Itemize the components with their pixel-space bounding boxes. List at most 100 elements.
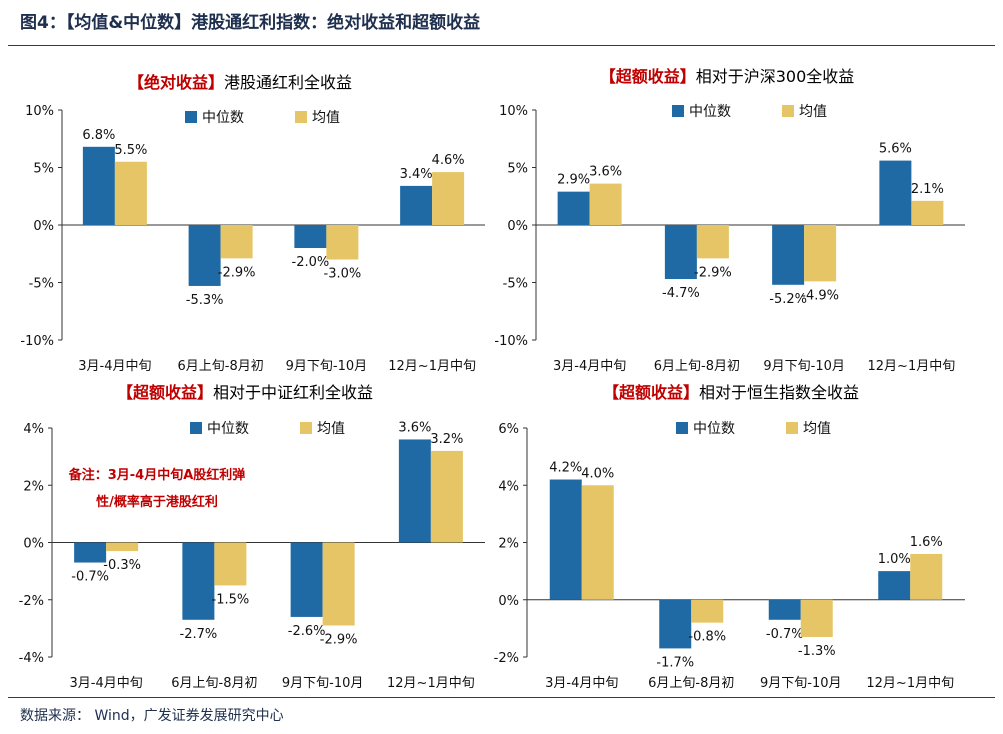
bar bbox=[589, 183, 622, 225]
bar bbox=[659, 599, 692, 649]
legend-swatch bbox=[672, 105, 684, 117]
data-label: 2.1% bbox=[911, 182, 944, 197]
x-category-label: 6月上旬-8月初 bbox=[654, 359, 740, 374]
bar bbox=[911, 200, 944, 225]
data-label: -0.8% bbox=[688, 630, 726, 645]
data-label: 3.4% bbox=[400, 167, 433, 182]
data-label: 1.6% bbox=[910, 535, 943, 550]
y-tick-label: 0% bbox=[498, 594, 519, 609]
figure-title: 图4：【均值&中位数】港股通红利指数：绝对收益和超额收益 bbox=[20, 13, 481, 33]
data-label: -2.9% bbox=[218, 265, 256, 280]
data-label: 1.0% bbox=[878, 552, 911, 567]
chart-title-prefix: 【超额收益】 bbox=[117, 383, 213, 402]
legend-swatch bbox=[300, 422, 312, 434]
chart-title: 【绝对收益】港股通红利全收益 bbox=[128, 73, 352, 92]
data-label: 4.2% bbox=[549, 461, 582, 476]
chart-title: 【超额收益】相对于中证红利全收益 bbox=[117, 383, 373, 402]
y-tick-label: -10% bbox=[20, 334, 54, 349]
bar bbox=[74, 542, 107, 563]
legend-label: 均值 bbox=[317, 421, 345, 437]
bar bbox=[800, 599, 833, 637]
data-label: -2.9% bbox=[694, 265, 732, 280]
legend-swatch bbox=[295, 111, 307, 123]
data-label: -1.3% bbox=[798, 644, 836, 659]
x-category-label: 3月-4月中旬 bbox=[70, 676, 143, 691]
top-rule bbox=[8, 45, 995, 46]
data-label: 2.9% bbox=[557, 173, 590, 188]
x-category-label: 9月下旬-10月 bbox=[763, 359, 845, 374]
source-note: 数据来源： Wind，广发证券发展研究中心 bbox=[20, 708, 284, 724]
y-tick-label: -2% bbox=[494, 651, 519, 666]
data-label: -4.9% bbox=[801, 288, 839, 303]
x-category-label: 12月~1月中旬 bbox=[387, 676, 475, 691]
bar bbox=[549, 479, 582, 600]
bar bbox=[910, 553, 943, 600]
chart-title-prefix: 【超额收益】 bbox=[600, 67, 696, 86]
bar bbox=[106, 542, 139, 552]
chart-title-prefix: 【绝对收益】 bbox=[128, 73, 224, 92]
legend-swatch bbox=[190, 422, 202, 434]
legend-swatch bbox=[676, 422, 688, 434]
y-tick-label: -2% bbox=[19, 594, 44, 609]
data-label: -1.7% bbox=[656, 655, 694, 670]
x-category-label: 3月-4月中旬 bbox=[545, 676, 618, 691]
y-tick-label: 5% bbox=[33, 162, 54, 177]
legend-label: 中位数 bbox=[207, 421, 249, 437]
y-tick-label: 5% bbox=[507, 162, 528, 177]
bar bbox=[432, 172, 465, 225]
bar bbox=[878, 571, 911, 600]
data-label: -1.5% bbox=[212, 592, 250, 607]
x-category-label: 3月-4月中旬 bbox=[553, 359, 626, 374]
y-tick-label: 4% bbox=[23, 422, 44, 437]
chart-note: 性/概率高于港股红利 bbox=[96, 494, 218, 510]
data-label: -0.7% bbox=[71, 570, 109, 585]
bottom-rule bbox=[8, 697, 995, 698]
chart-title-prefix: 【超额收益】 bbox=[603, 383, 699, 402]
y-tick-label: -10% bbox=[494, 334, 528, 349]
data-label: -4.7% bbox=[662, 286, 700, 301]
bar bbox=[400, 185, 433, 225]
legend-label: 中位数 bbox=[693, 421, 735, 437]
legend-label: 均值 bbox=[803, 421, 831, 437]
bar bbox=[290, 542, 323, 617]
bar bbox=[220, 225, 253, 259]
bar bbox=[879, 160, 912, 225]
data-label: 4.0% bbox=[581, 466, 614, 481]
legend-swatch bbox=[185, 111, 197, 123]
x-category-label: 9月下旬-10月 bbox=[286, 359, 368, 374]
bar bbox=[768, 599, 801, 620]
data-label: 5.5% bbox=[114, 143, 147, 158]
bar bbox=[398, 439, 431, 543]
legend-swatch bbox=[782, 105, 794, 117]
chart-title: 【超额收益】相对于沪深300全收益 bbox=[600, 67, 855, 86]
x-category-label: 9月下旬-10月 bbox=[282, 676, 364, 691]
y-tick-label: 4% bbox=[498, 479, 519, 494]
bar bbox=[430, 450, 463, 543]
y-tick-label: 10% bbox=[499, 104, 528, 119]
bar bbox=[82, 146, 115, 225]
y-tick-label: 6% bbox=[498, 422, 519, 437]
bar bbox=[696, 225, 729, 259]
bar bbox=[557, 191, 590, 225]
x-category-label: 3月-4月中旬 bbox=[78, 359, 151, 374]
bar bbox=[772, 225, 805, 285]
data-label: -0.7% bbox=[766, 627, 804, 642]
chart-title-suffix: 相对于恒生指数全收益 bbox=[699, 383, 859, 402]
y-tick-label: 0% bbox=[507, 219, 528, 234]
bar bbox=[322, 542, 355, 626]
data-label: 3.6% bbox=[589, 165, 622, 180]
x-category-label: 12月~1月中旬 bbox=[388, 359, 476, 374]
bar bbox=[804, 225, 837, 282]
data-label: 3.2% bbox=[430, 432, 463, 447]
data-label: -0.3% bbox=[103, 558, 141, 573]
data-label: -5.3% bbox=[186, 293, 224, 308]
bar bbox=[188, 225, 221, 286]
legend-label: 均值 bbox=[799, 104, 827, 120]
bar bbox=[664, 225, 697, 280]
bar bbox=[691, 599, 724, 623]
bar bbox=[294, 225, 327, 248]
legend-label: 均值 bbox=[312, 110, 340, 126]
y-tick-label: 10% bbox=[25, 104, 54, 119]
y-tick-label: 2% bbox=[23, 479, 44, 494]
